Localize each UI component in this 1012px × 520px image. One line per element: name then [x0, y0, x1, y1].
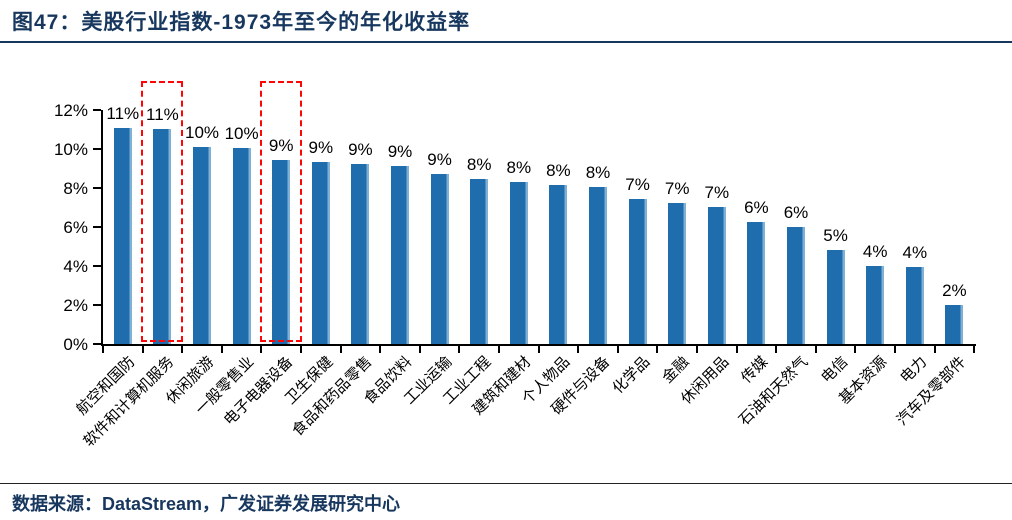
bar-value-label: 9% — [308, 137, 334, 157]
bar-value-label: 9% — [348, 139, 373, 159]
y-tick-label: 4% — [63, 257, 88, 276]
bar-value-label: 10% — [184, 123, 220, 143]
bar-value-label: 8% — [466, 155, 492, 175]
x-tick-mark — [418, 346, 421, 353]
y-tick-label: 0% — [63, 335, 88, 354]
bar — [549, 185, 568, 344]
x-tick-mark — [141, 346, 144, 353]
category-label: 金融 — [659, 353, 693, 387]
page-title: 图47：美股行业指数-1973年至今的年化收益率 — [12, 11, 471, 34]
x-tick-mark — [894, 346, 896, 353]
bar-value-label: 8% — [585, 163, 611, 183]
bar — [945, 305, 964, 344]
bar — [747, 222, 766, 344]
bar-value-label: 8% — [506, 158, 532, 178]
bar-value-label: 9% — [427, 150, 452, 170]
x-tick-mark — [339, 346, 342, 353]
bar — [866, 266, 885, 344]
data-source-note: 数据来源：DataStream，广发证券发展研究中心 — [12, 494, 401, 514]
title-underline — [0, 41, 1012, 43]
x-tick-mark — [616, 346, 619, 353]
bar — [113, 127, 132, 344]
bar-value-label: 7% — [664, 178, 690, 198]
x-tick-mark — [656, 346, 659, 353]
y-tick-label: 12% — [53, 101, 88, 120]
highlight-box — [141, 81, 184, 342]
bar-value-label: 4% — [862, 242, 888, 261]
x-tick-mark — [735, 346, 738, 353]
highlight-box — [260, 81, 303, 342]
x-tick-mark — [854, 346, 857, 353]
y-tick-mark — [93, 226, 101, 228]
x-tick-mark — [300, 346, 302, 353]
x-tick-mark — [814, 346, 817, 353]
bar — [628, 198, 647, 344]
bar-value-label: 8% — [546, 161, 571, 181]
x-tick-mark — [498, 346, 500, 353]
bar-value-label: 11% — [106, 103, 140, 123]
bar-value-label: 4% — [902, 242, 928, 262]
bar — [509, 182, 528, 344]
y-tick-label: 8% — [63, 179, 88, 198]
bar — [193, 147, 211, 344]
bar — [668, 202, 687, 344]
bar — [470, 179, 489, 344]
category-label: 化学品 — [609, 353, 653, 398]
category-label: 电信 — [817, 353, 851, 387]
y-tick-label: 10% — [53, 140, 88, 159]
x-tick-mark — [577, 346, 580, 353]
category-label: 传媒 — [738, 353, 772, 387]
bar-value-label: 6% — [744, 198, 769, 218]
y-tick-mark — [93, 109, 101, 111]
x-tick-mark — [458, 346, 461, 353]
bar — [153, 128, 172, 344]
category-label: 电力 — [896, 353, 931, 387]
y-tick-mark — [93, 148, 101, 150]
x-tick-mark — [379, 346, 382, 353]
x-tick-mark — [537, 346, 540, 353]
y-tick-mark — [93, 187, 101, 189]
x-tick-mark — [181, 346, 184, 353]
y-tick-label: 2% — [63, 296, 88, 315]
x-tick-mark — [775, 346, 778, 353]
bar-value-label: 10% — [224, 124, 259, 144]
bar — [826, 250, 845, 344]
x-tick-mark — [696, 346, 698, 353]
x-tick-mark — [220, 346, 223, 353]
y-tick-mark — [93, 265, 101, 267]
bar — [430, 174, 449, 344]
bar-value-label: 5% — [823, 226, 848, 246]
bar-value-label: 9% — [387, 141, 413, 161]
x-tick-mark — [933, 346, 936, 353]
bar-value-label: 7% — [625, 174, 650, 194]
bar — [589, 187, 607, 344]
y-tick-mark — [93, 343, 101, 345]
x-tick-mark — [102, 346, 104, 353]
bar-value-label: 2% — [942, 281, 967, 300]
bar — [391, 165, 409, 344]
y-tick-label: 6% — [63, 218, 88, 237]
bar — [905, 266, 924, 344]
y-axis-line — [101, 110, 103, 346]
x-axis-line — [101, 344, 977, 346]
bar-value-label: 6% — [783, 203, 809, 222]
footer-divider — [0, 483, 1012, 484]
bar-value-label: 11% — [146, 104, 179, 124]
bar-value-label: 9% — [268, 135, 294, 155]
bar — [351, 163, 370, 344]
bar — [707, 206, 726, 344]
bar — [272, 159, 291, 344]
bar — [787, 227, 805, 344]
bar-value-label: 7% — [704, 182, 730, 202]
bar — [311, 161, 330, 344]
bar — [232, 148, 251, 344]
x-tick-mark — [260, 346, 263, 353]
x-tick-mark — [973, 346, 976, 353]
y-tick-mark — [93, 304, 101, 306]
